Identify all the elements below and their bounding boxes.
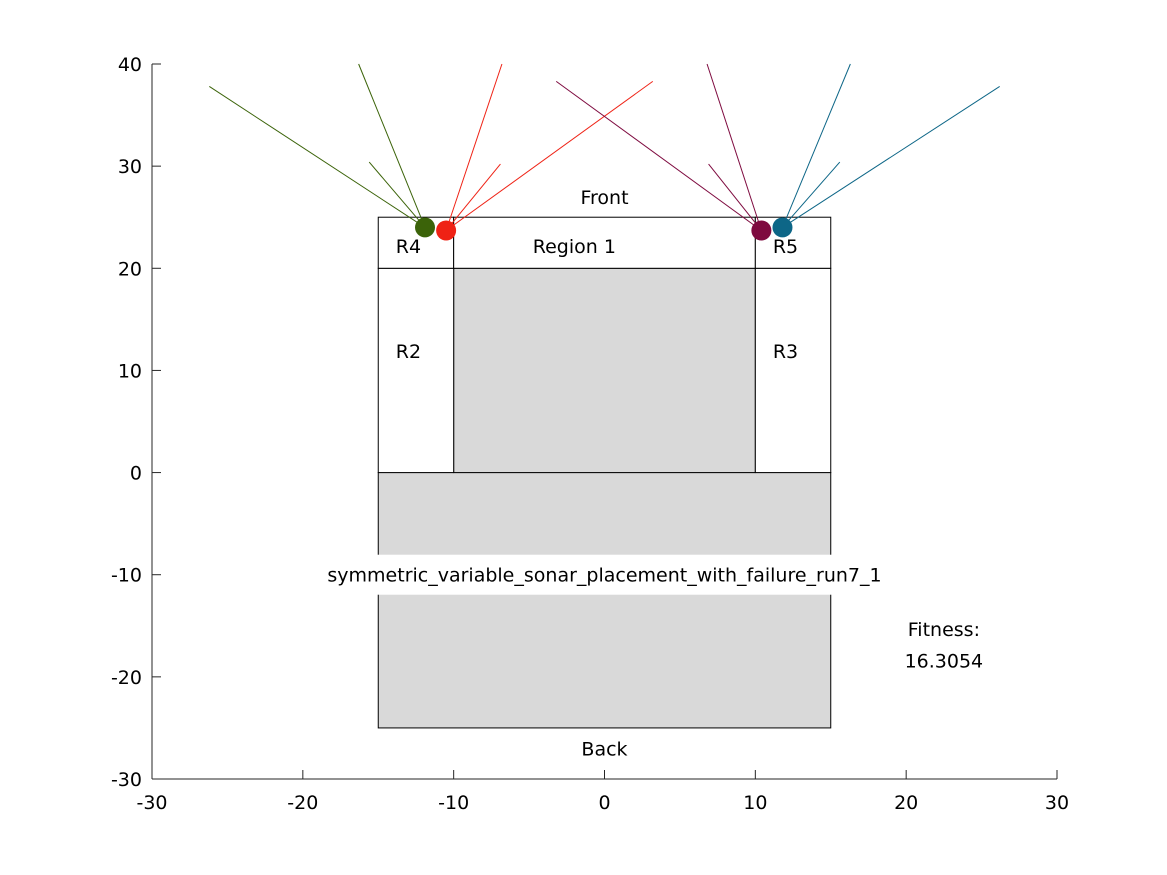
region-labels: Front Back R4 Region 1 R5 R2 R3 Fitness: 16.3054 — [396, 187, 983, 761]
region-region-1-core — [453, 267, 756, 474]
x-axis-ticks: -30 -20 -10 0 10 20 30 — [136, 770, 1069, 814]
label-region-1: Region 1 — [533, 236, 616, 258]
sonar-3-ray-3 — [706, 63, 762, 231]
y-tick-label: 0 — [130, 463, 142, 485]
region-r2 — [377, 267, 455, 474]
axes: -30 -20 -10 0 10 20 30 -30 -20 -10 0 10 20 30 40 — [111, 54, 1069, 814]
label-r5: R5 — [773, 236, 798, 258]
y-axis-ticks: -30 -20 -10 0 10 20 30 40 — [111, 54, 161, 791]
sonar-1-ray-2 — [358, 63, 426, 228]
x-tick-label: 30 — [1045, 792, 1069, 814]
sonar-markers — [415, 217, 793, 241]
sonar-rays — [209, 63, 1000, 231]
label-r2: R2 — [396, 341, 421, 363]
x-tick-label: -20 — [287, 792, 318, 814]
y-tick-label: 30 — [118, 156, 142, 178]
label-fitness-label: Fitness: — [908, 619, 980, 641]
region-r3 — [754, 267, 832, 474]
region-region-1 — [453, 216, 756, 269]
sonar-2-ray-3 — [445, 80, 654, 231]
x-tick-label: -30 — [136, 792, 167, 814]
run-name-label: symmetric_variable_sonar_placement_with_… — [327, 565, 881, 587]
sonar-4-ray-2 — [782, 63, 851, 228]
sonar-1-ray-1 — [209, 86, 426, 228]
sonar-3-ray-1 — [555, 80, 762, 231]
label-fitness-value: 16.3054 — [905, 651, 984, 673]
sonar-4-ray-3 — [782, 86, 1000, 228]
x-tick-label: -10 — [438, 792, 469, 814]
x-tick-label: 0 — [598, 792, 610, 814]
y-tick-label: 20 — [118, 258, 142, 280]
y-tick-label: 10 — [118, 360, 142, 382]
run-name-background — [284, 554, 925, 595]
sonar-2-ray-2 — [445, 163, 501, 231]
x-tick-label: 10 — [743, 792, 767, 814]
sonar-4-ray-1 — [782, 161, 841, 228]
y-tick-label: -10 — [111, 565, 142, 587]
label-r3: R3 — [773, 341, 798, 363]
x-tick-label: 20 — [894, 792, 918, 814]
sonar-2-marker — [436, 220, 457, 241]
sonar-2-ray-1 — [445, 63, 503, 231]
vehicle-regions — [377, 216, 832, 729]
y-tick-label: -30 — [111, 769, 142, 791]
sonar-1-marker — [415, 217, 436, 238]
sonar-4-marker — [772, 217, 793, 238]
y-tick-label: -20 — [111, 667, 142, 689]
label-front: Front — [580, 187, 628, 209]
sonar-1-ray-3 — [368, 161, 426, 228]
y-tick-label: 40 — [118, 54, 142, 76]
sonar-3-ray-2 — [708, 163, 762, 231]
region-body_lower — [377, 472, 832, 729]
label-r4: R4 — [396, 236, 421, 258]
label-back: Back — [581, 738, 627, 760]
sonar-3-marker — [751, 220, 772, 241]
